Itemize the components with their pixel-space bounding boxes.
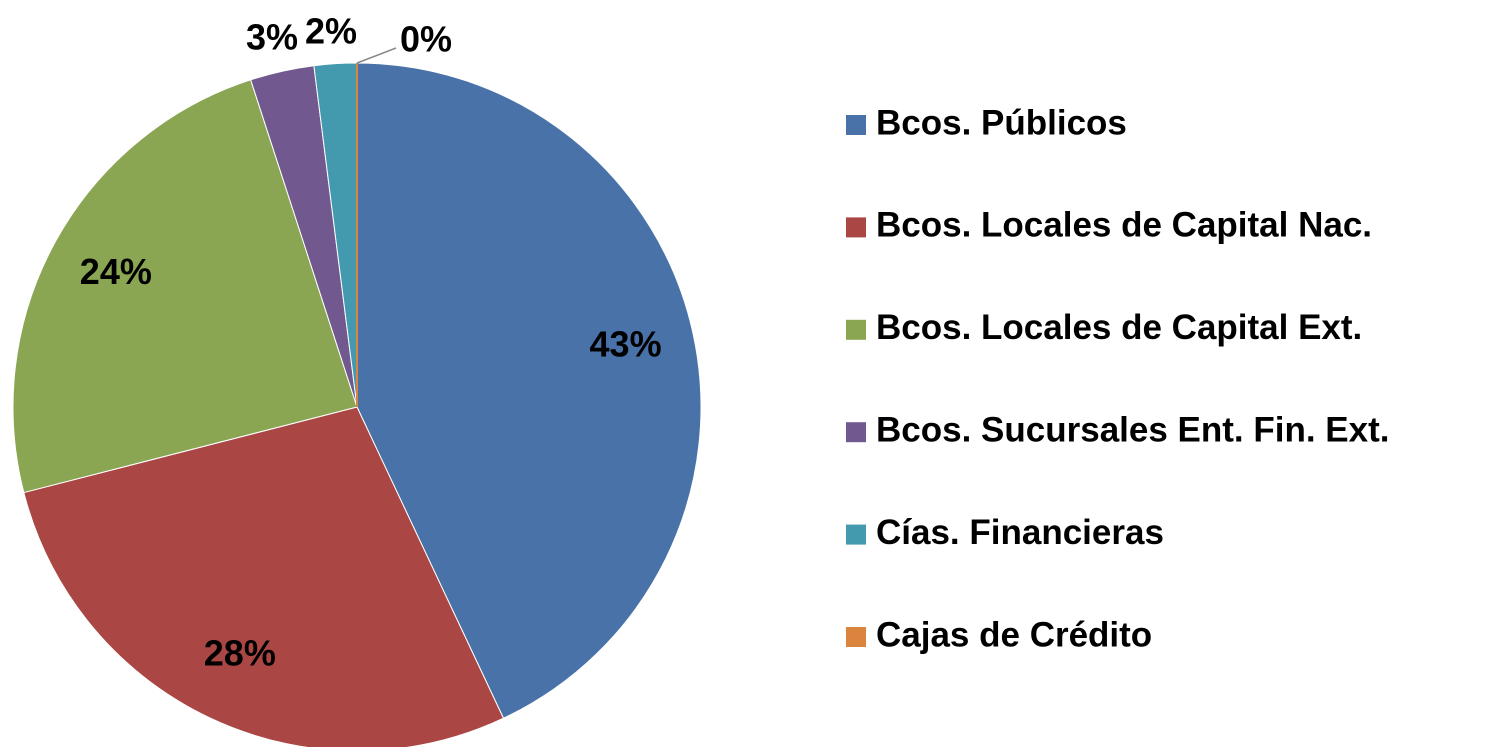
legend-swatch <box>846 627 866 647</box>
legend-label: Cajas de Crédito <box>876 615 1152 654</box>
legend-label: Bcos. Públicos <box>876 103 1127 142</box>
data-label: 3% <box>246 17 298 58</box>
data-label: 43% <box>590 323 662 364</box>
legend-swatch <box>846 217 866 238</box>
pie-slice <box>356 62 702 719</box>
data-label: 24% <box>80 251 152 292</box>
legend-swatch <box>846 524 866 545</box>
pie-slice <box>12 79 358 494</box>
pie-slice <box>23 406 505 747</box>
data-label: 0% <box>400 19 452 60</box>
legend-label: Bcos. Locales de Capital Ext. <box>876 308 1362 347</box>
legend-swatch <box>846 319 866 340</box>
leader-line <box>356 47 397 64</box>
data-label: 28% <box>204 633 276 674</box>
legend-label: Bcos. Locales de Capital Nac. <box>876 206 1372 245</box>
legend-label: Bcos. Sucursales Ent. Fin. Ext. <box>876 410 1389 449</box>
legend-swatch <box>846 115 866 135</box>
legend-label: Cías. Financieras <box>876 513 1164 552</box>
legend-swatch <box>846 422 866 443</box>
data-label: 2% <box>305 11 357 52</box>
